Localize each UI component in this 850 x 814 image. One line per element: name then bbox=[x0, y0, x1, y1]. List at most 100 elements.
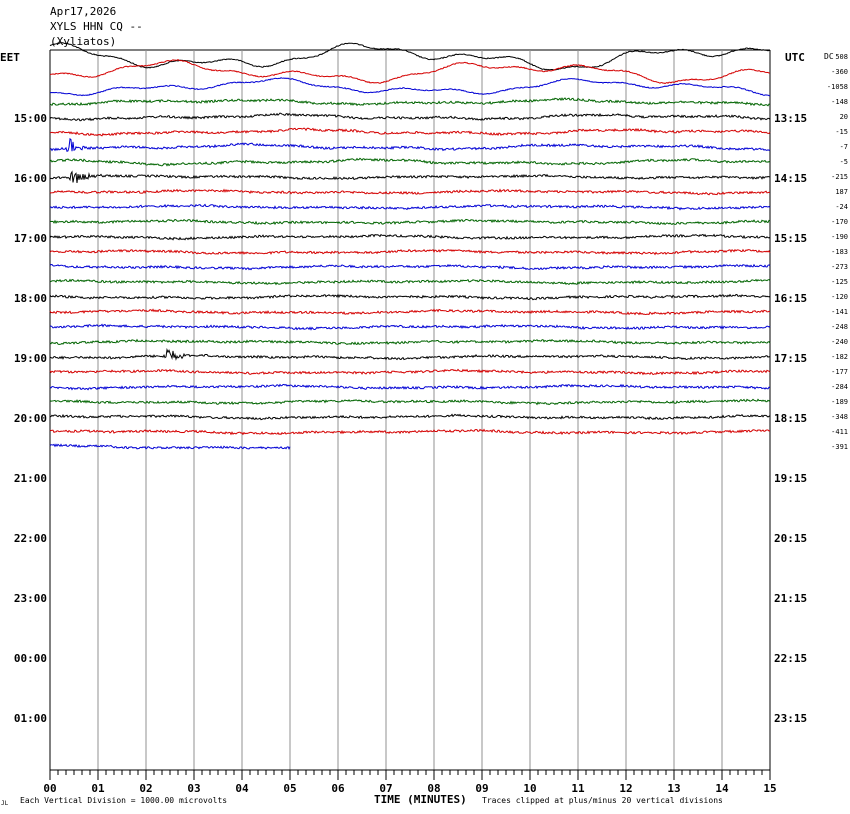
header-location: (Xyliatos) bbox=[50, 35, 117, 48]
x-tick-label: 15 bbox=[763, 782, 776, 795]
grid bbox=[49, 49, 771, 770]
left-hour-label: 23:00 bbox=[14, 592, 47, 605]
x-tick-label: 14 bbox=[715, 782, 729, 795]
dc-offset-label: -240 bbox=[831, 338, 848, 346]
dc-offset-label: 20 bbox=[840, 113, 848, 121]
seismic-trace bbox=[49, 233, 771, 241]
dc-offset-label: -182 bbox=[831, 353, 848, 361]
seismic-trace bbox=[49, 263, 771, 271]
dc-offset-label: -125 bbox=[831, 278, 848, 286]
right-hour-label: 20:15 bbox=[774, 532, 807, 545]
seismic-trace bbox=[49, 218, 771, 226]
dc-offset-label: -183 bbox=[831, 248, 848, 256]
left-hour-label: 21:00 bbox=[14, 472, 47, 485]
left-hour-label: 18:00 bbox=[14, 292, 47, 305]
x-tick-label: 12 bbox=[619, 782, 632, 795]
x-tick-label: 04 bbox=[235, 782, 249, 795]
right-hour-label: 22:15 bbox=[774, 652, 807, 665]
seismic-trace bbox=[49, 248, 771, 256]
left-hour-label: 16:00 bbox=[14, 172, 47, 185]
x-tick-label: 03 bbox=[187, 782, 200, 795]
seismic-trace bbox=[49, 383, 771, 391]
dc-offset-label: -141 bbox=[831, 308, 848, 316]
seismic-trace bbox=[49, 443, 291, 450]
x-tick-label: 10 bbox=[523, 782, 536, 795]
seismic-trace bbox=[49, 157, 771, 167]
x-tick-label: 02 bbox=[139, 782, 152, 795]
dc-offset-label: -273 bbox=[831, 263, 848, 271]
seismic-trace bbox=[49, 293, 771, 301]
left-hour-label: 20:00 bbox=[14, 412, 47, 425]
dc-offset-label: -177 bbox=[831, 368, 848, 376]
clip-note: Traces clipped at plus/minus 20 vertical… bbox=[482, 796, 723, 805]
left-hour-label: 22:00 bbox=[14, 532, 47, 545]
dc-offset-label: -148 bbox=[831, 98, 848, 106]
seismic-trace bbox=[49, 308, 771, 316]
seismic-trace bbox=[49, 413, 771, 421]
x-tick-label: 09 bbox=[475, 782, 488, 795]
x-axis-title: TIME (MINUTES) bbox=[374, 793, 467, 806]
dc-label: DC bbox=[824, 52, 834, 61]
hour-labels: 15:00 16:00 17:00 18:00 19:00 20:00 21:00 22:00… bbox=[14, 53, 848, 725]
dc-offset-label: -7 bbox=[840, 143, 848, 151]
right-hour-label: 13:15 bbox=[774, 112, 807, 125]
dc-offset-label: -189 bbox=[831, 398, 848, 406]
right-hour-label: 15:15 bbox=[774, 232, 807, 245]
dc-offset-label: 508 bbox=[835, 53, 848, 61]
x-tick-label: 08 bbox=[427, 782, 440, 795]
right-hour-label: 21:15 bbox=[774, 592, 807, 605]
seismic-trace bbox=[49, 278, 771, 286]
x-tick-label: 01 bbox=[91, 782, 105, 795]
right-hour-label: 17:15 bbox=[774, 352, 807, 365]
dc-offset-label: -391 bbox=[831, 443, 848, 451]
right-hour-label: 23:15 bbox=[774, 712, 807, 725]
dc-offset-label: -1058 bbox=[827, 83, 848, 91]
dc-offset-label: -411 bbox=[831, 428, 848, 436]
footer-left-mark: JL bbox=[1, 800, 9, 807]
dc-offset-label: -284 bbox=[831, 383, 848, 391]
seismic-trace bbox=[49, 203, 771, 211]
dc-offset-label: -24 bbox=[835, 203, 848, 211]
seismic-trace bbox=[49, 398, 771, 406]
vertical-division-note: Each Vertical Division = 1000.00 microvo… bbox=[20, 796, 227, 805]
right-timezone-label: UTC bbox=[785, 51, 805, 64]
dc-offset-label: -348 bbox=[831, 413, 848, 421]
x-tick-label: 00 bbox=[43, 782, 56, 795]
seismic-trace bbox=[49, 170, 771, 184]
x-tick-label: 13 bbox=[667, 782, 680, 795]
right-hour-label: 16:15 bbox=[774, 292, 807, 305]
seismic-trace bbox=[49, 112, 771, 122]
seismic-trace bbox=[49, 42, 771, 71]
right-hour-label: 14:15 bbox=[774, 172, 807, 185]
time-axis: 00 01 02 03 04 05 06 07 08 09 10 11 12 13 14 15 bbox=[43, 769, 777, 795]
seismic-trace bbox=[49, 97, 771, 107]
dc-offset-label: -190 bbox=[831, 233, 848, 241]
seismic-trace bbox=[49, 347, 771, 361]
header-date: Apr17,2026 bbox=[50, 5, 117, 18]
left-hour-label: 00:00 bbox=[14, 652, 47, 665]
seismic-trace bbox=[49, 127, 771, 137]
header-station: XYLS HHN CQ -- bbox=[50, 20, 143, 33]
dc-offset-label: -170 bbox=[831, 218, 848, 226]
dc-offset-label: -5 bbox=[840, 158, 848, 166]
traces bbox=[49, 42, 771, 450]
dc-offset-label: -120 bbox=[831, 293, 848, 301]
x-tick-label: 06 bbox=[331, 782, 345, 795]
seismic-trace bbox=[49, 428, 771, 436]
seismic-trace bbox=[49, 338, 771, 346]
right-hour-label: 19:15 bbox=[774, 472, 807, 485]
x-tick-label: 05 bbox=[283, 782, 296, 795]
left-hour-label: 17:00 bbox=[14, 232, 47, 245]
dc-offset-label: -15 bbox=[835, 128, 848, 136]
seismic-trace bbox=[49, 188, 771, 196]
dc-offset-label: -215 bbox=[831, 173, 848, 181]
seismic-trace bbox=[49, 137, 771, 152]
seismic-trace bbox=[49, 59, 771, 85]
left-timezone-label: EET bbox=[0, 51, 20, 64]
dc-offset-label: 187 bbox=[835, 188, 848, 196]
x-tick-label: 07 bbox=[379, 782, 392, 795]
seismic-trace bbox=[49, 323, 771, 331]
x-tick-label: 11 bbox=[571, 782, 585, 795]
left-hour-label: 01:00 bbox=[14, 712, 47, 725]
